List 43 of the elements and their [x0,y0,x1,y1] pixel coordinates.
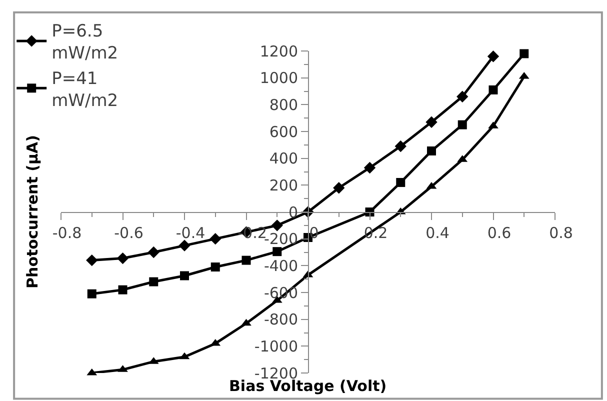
point [427,146,436,156]
point [148,246,160,258]
point [87,289,96,298]
y-tick-label: 1000 [260,69,298,88]
y-tick-label: -1000 [254,337,298,356]
point [364,162,376,174]
point [488,85,498,94]
point [180,271,189,280]
x-tick-label: -0.4 [176,224,206,242]
y-tick-label: 800 [269,96,298,114]
point [396,178,406,187]
y-tick-label: 200 [269,176,298,194]
point [271,220,283,232]
point [116,252,129,264]
y-tick-label: 400 [269,150,298,168]
point [272,247,282,256]
x-tick-label: 0.4 [426,224,450,242]
point [86,254,98,266]
point [458,120,467,130]
y-tick-label: -800 [264,310,298,329]
point [242,256,251,265]
y-tick-label: 600 [269,122,298,141]
legend-label: P=6.5 mW/m2 [52,22,118,64]
x-tick-label: -0.6 [114,224,144,242]
point [487,50,500,62]
point [520,49,529,58]
x-tick-label: -0.8 [52,224,82,242]
point [333,182,345,194]
point [178,240,190,252]
y-tick-label: 1200 [260,42,298,60]
y-axis-title: Photocurrent (µA) [23,135,42,288]
x-tick-label: 0.8 [549,224,573,242]
point [456,90,468,102]
point [149,277,158,286]
point [210,232,222,245]
point [241,318,252,326]
point [426,116,438,128]
point [210,262,220,272]
point [394,140,406,152]
x-tick-label: 0.6 [487,224,512,242]
legend-label: P=41 mW/m2 [52,68,118,111]
y-tick-label: -400 [264,256,298,275]
point [118,285,128,294]
